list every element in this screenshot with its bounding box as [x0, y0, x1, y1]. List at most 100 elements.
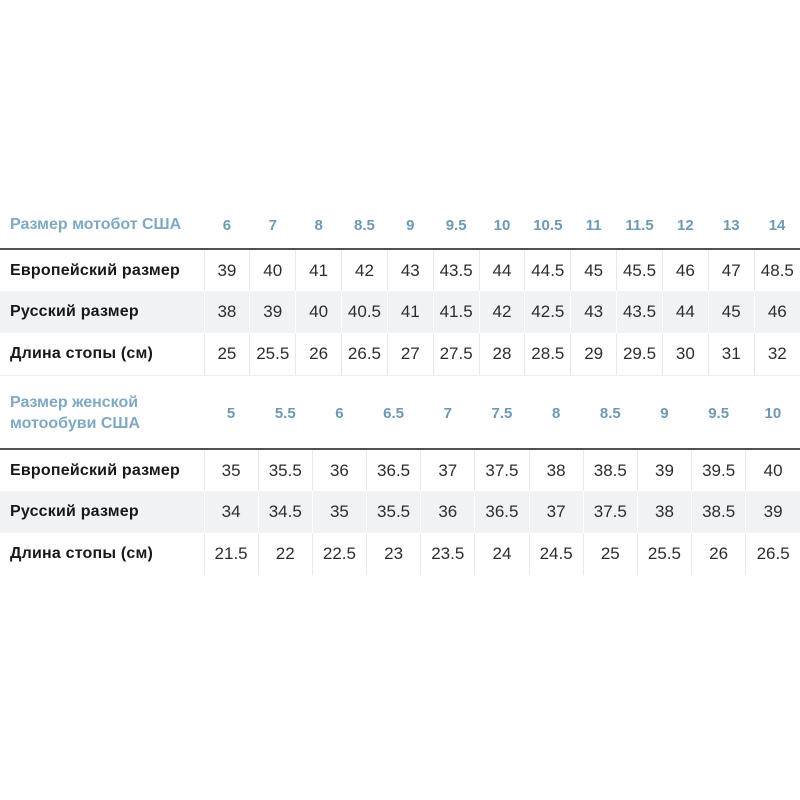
size-cell: 36.5 [366, 449, 421, 491]
size-cell: 40 [745, 449, 800, 491]
size-cell: 42 [478, 291, 525, 333]
size-cell: 31 [707, 333, 755, 376]
size-col-header: 14 [754, 203, 800, 250]
size-cell: 48.5 [753, 249, 800, 291]
size-col-header: 9.5 [433, 203, 480, 250]
size-col-header: 10.5 [524, 203, 571, 250]
size-cell: 35 [203, 449, 259, 491]
size-cell: 43.5 [616, 291, 663, 333]
size-cell: 44 [478, 249, 525, 291]
size-cell: 42 [341, 249, 388, 291]
size-cell: 34.5 [257, 491, 313, 533]
size-cell: 36 [311, 449, 367, 491]
row-label: Европейский размер [10, 461, 181, 479]
womens-boots-size-table: Размер женской мотообуви США 5 5.5 6 6.5 7 7.… [0, 379, 800, 575]
size-cell: 43 [570, 291, 617, 333]
size-col-header: 7.5 [474, 379, 530, 450]
size-cell: 35.5 [366, 491, 421, 533]
size-col-header: 8.5 [341, 203, 388, 250]
size-cell: 45 [570, 249, 617, 291]
table-row: Русский размер 38 39 40 40.5 41 41.5 42 42.5 43 43… [0, 291, 800, 333]
mens-boots-size-table: Размер мотобот США 6 7 8 8.5 9 9.5 10 10.5 11 11.… [0, 203, 800, 376]
size-cell: 41 [295, 249, 342, 291]
header-row: Размер женской мотообуви США 5 5.5 6 6.5 7 7.… [0, 379, 800, 450]
size-cell: 26.5 [745, 533, 800, 575]
size-cell: 43.5 [432, 249, 480, 291]
size-col-header: 7 [249, 203, 296, 250]
size-cell: 23 [366, 533, 421, 575]
size-cell: 26 [691, 533, 746, 575]
size-cell: 40 [295, 291, 342, 333]
size-cell: 24 [474, 533, 530, 575]
size-cell: 23.5 [420, 533, 475, 575]
size-cell: 41 [386, 291, 434, 333]
size-cell: 40 [249, 249, 296, 291]
size-col-header: 9.5 [691, 379, 746, 450]
size-cell: 39 [249, 291, 296, 333]
size-col-header: 6.5 [366, 379, 421, 450]
size-col-header: 7 [420, 379, 475, 450]
size-cell: 44.5 [524, 249, 571, 291]
size-cell: 47 [707, 249, 755, 291]
size-cell: 40.5 [341, 291, 388, 333]
size-cell: 41.5 [432, 291, 480, 333]
size-col-header: 8 [295, 203, 342, 250]
table-row: Русский размер 34 34.5 35 35.5 36 36.5 37 37.5 38… [0, 491, 800, 533]
size-cell: 25 [203, 333, 250, 376]
size-col-header: 6 [204, 203, 250, 250]
row-label: Русский размер [10, 303, 139, 320]
size-cell: 24.5 [528, 533, 584, 575]
size-cell: 25.5 [636, 533, 692, 575]
size-cell: 22 [257, 533, 313, 575]
size-cell: 32 [753, 333, 800, 376]
size-cell: 22.5 [311, 533, 367, 575]
size-cell: 27 [386, 333, 434, 376]
size-cell: 37.5 [582, 491, 638, 533]
size-col-header: 13 [708, 203, 755, 250]
size-cell: 46 [661, 249, 709, 291]
row-label: Европейский размер [10, 261, 181, 279]
size-col-header: 9 [387, 203, 434, 250]
size-col-header: 5.5 [258, 379, 313, 450]
size-col-header: 5 [204, 379, 259, 450]
size-cell: 28.5 [524, 333, 571, 376]
size-col-header: 8 [529, 379, 584, 450]
size-cell: 35.5 [257, 449, 313, 491]
size-cell: 46 [753, 291, 800, 333]
header-row: Размер мотобот США 6 7 8 8.5 9 9.5 10 10.5 11 11.… [0, 203, 800, 250]
size-cell: 26.5 [341, 333, 388, 376]
size-cell: 37 [420, 449, 475, 491]
table-row: Европейский размер 35 35.5 36 36.5 37 37.5 38 38… [0, 449, 800, 491]
size-cell: 28 [478, 333, 525, 376]
size-cell: 44 [661, 291, 709, 333]
size-col-header: 11 [570, 203, 617, 250]
size-cell: 38 [528, 449, 584, 491]
table-title: Размер мотобот США [0, 203, 204, 250]
size-cell: 27.5 [432, 333, 480, 376]
size-cell: 39 [636, 449, 692, 491]
size-cell: 36.5 [474, 491, 530, 533]
size-cell: 29.5 [616, 333, 663, 376]
row-label: Длина стопы (см) [0, 333, 204, 376]
row-label: Длина стопы (см) [10, 545, 154, 562]
size-cell: 21.5 [203, 533, 259, 575]
table-row: Длина стопы (см) 25 25.5 26 26.5 27 27.5 28 28.5… [0, 333, 800, 376]
size-cell: 25.5 [249, 333, 296, 376]
size-cell: 39.5 [691, 449, 746, 491]
size-cell: 45 [707, 291, 755, 333]
size-cell: 38 [203, 291, 250, 333]
table-row: Европейский размер 39 40 41 42 43 43.5 44 44.5 45… [0, 249, 800, 291]
size-col-header: 10 [479, 203, 525, 250]
size-cell: 30 [661, 333, 709, 376]
size-cell: 45.5 [616, 249, 663, 291]
size-cell: 43 [386, 249, 434, 291]
size-col-header: 6 [312, 379, 367, 450]
size-cell: 39 [745, 491, 800, 533]
size-cell: 38 [636, 491, 692, 533]
size-col-header: 9 [637, 379, 692, 450]
table-row: Длина стопы (см) 21.5 22 22.5 23 23.5 24 24.5 25… [0, 533, 800, 575]
size-col-header: 11.5 [616, 203, 663, 250]
size-cell: 35 [311, 491, 367, 533]
size-cell: 37 [528, 491, 584, 533]
